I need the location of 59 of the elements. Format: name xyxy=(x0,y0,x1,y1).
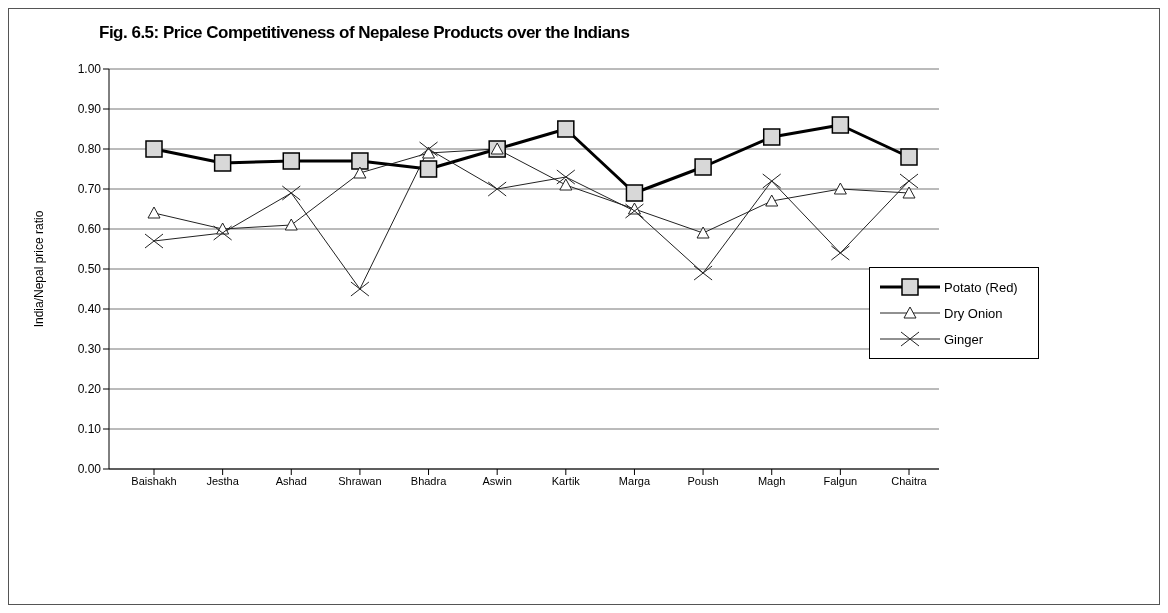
point xyxy=(145,140,163,158)
point xyxy=(284,218,298,231)
point xyxy=(694,158,712,176)
x-tick-label: Chaitra xyxy=(891,474,928,487)
point xyxy=(419,160,438,178)
x-tick-label: Falgun xyxy=(823,474,858,487)
y-tick-label: 0.40 xyxy=(77,302,102,317)
x-tick-label: Kartik xyxy=(551,474,581,487)
point xyxy=(281,185,301,201)
point xyxy=(899,173,919,189)
point xyxy=(419,141,439,157)
y-tick-label: 0.00 xyxy=(77,462,102,477)
point xyxy=(559,178,573,191)
point xyxy=(282,152,301,170)
y-tick-label: 0.30 xyxy=(77,342,102,357)
y-tick-label: 0.50 xyxy=(77,262,102,277)
point xyxy=(830,245,850,261)
point xyxy=(213,154,232,172)
y-tick-label: 0.90 xyxy=(77,102,102,117)
x-tick-label: Poush xyxy=(687,474,719,487)
x-tick-label: Aswin xyxy=(482,474,512,487)
y-tick-label: 0.80 xyxy=(77,142,102,157)
legend-label: Potato (Red) xyxy=(944,279,1018,295)
point xyxy=(351,152,369,170)
point xyxy=(213,225,233,241)
y-tick-label: 0.70 xyxy=(77,182,102,197)
point xyxy=(556,169,576,185)
x-tick-label: Jestha xyxy=(206,474,240,487)
chart-title: Fig. 6.5: Price Competitiveness of Nepalese Products over the Indians xyxy=(99,23,630,43)
x-tick-label: Ashad xyxy=(275,474,307,487)
y-tick-label: 0.10 xyxy=(77,422,102,437)
y-tick-label: 1.00 xyxy=(77,62,102,77)
x-tick-label: Shrawan xyxy=(338,474,382,487)
point xyxy=(762,173,782,189)
point xyxy=(765,194,779,207)
point xyxy=(625,184,644,202)
legend-label: Dry Onion xyxy=(944,305,1003,321)
point xyxy=(693,265,713,281)
x-tick-label: Marga xyxy=(618,474,651,487)
point xyxy=(350,281,370,297)
x-tick-label: Magh xyxy=(757,474,786,487)
point xyxy=(902,186,916,199)
point xyxy=(557,120,575,138)
point xyxy=(696,226,710,239)
point xyxy=(831,116,850,134)
y-axis-title: India/Nepal price ratio xyxy=(32,210,47,328)
point xyxy=(353,166,367,179)
point xyxy=(144,233,164,249)
point xyxy=(147,206,161,219)
point xyxy=(900,148,918,166)
x-tick-label: Bhadra xyxy=(410,474,448,487)
point xyxy=(833,182,847,195)
point xyxy=(487,181,507,197)
point xyxy=(624,203,644,219)
point xyxy=(762,128,781,146)
y-tick-label: 0.20 xyxy=(77,382,102,397)
y-tick-label: 0.60 xyxy=(77,222,102,237)
legend-label: Ginger xyxy=(944,331,984,347)
x-tick-label: Baishakh xyxy=(131,474,177,487)
